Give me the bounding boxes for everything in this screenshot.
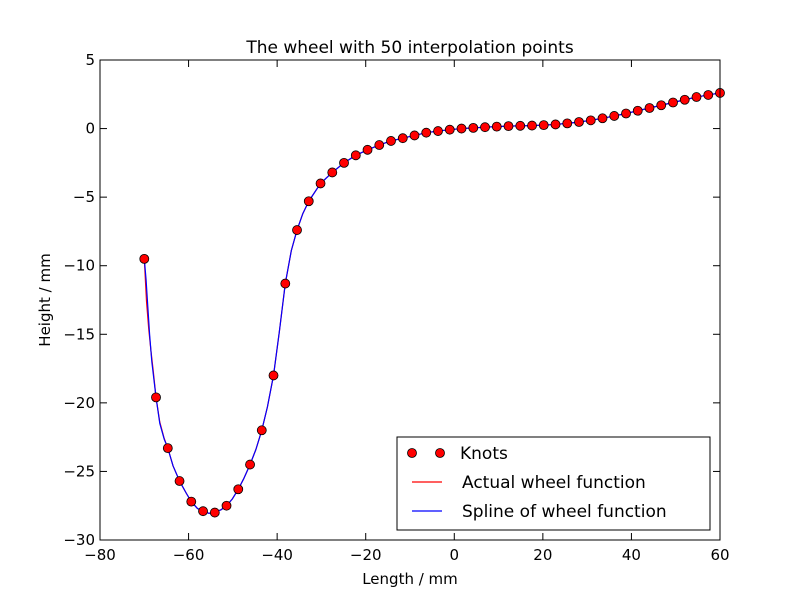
- knot-point: [292, 225, 302, 235]
- x-tick-label: −80: [84, 546, 116, 564]
- y-tick-label: −10: [63, 257, 95, 275]
- y-tick-label: 5: [85, 51, 95, 69]
- knot-point: [209, 507, 220, 518]
- knot-point: [350, 150, 361, 161]
- knot-point: [327, 167, 338, 178]
- legend-label-actual: Actual wheel function: [462, 473, 646, 493]
- knot-point: [186, 496, 197, 507]
- knot-point: [433, 126, 443, 136]
- knot-point: [585, 115, 596, 126]
- knot-point: [679, 94, 690, 105]
- knot-point: [468, 122, 479, 133]
- legend-knots-marker-2: [435, 448, 445, 458]
- legend-knots-marker-1: [407, 448, 417, 458]
- y-tick-label: −25: [63, 462, 95, 480]
- y-tick-label: −20: [63, 394, 95, 412]
- knot-point: [491, 121, 502, 132]
- knot-point: [550, 119, 561, 130]
- y-tick-label: −30: [63, 531, 95, 549]
- x-axis-label: Length / mm: [362, 570, 458, 588]
- knot-point: [245, 459, 255, 470]
- legend-box: [396, 436, 711, 531]
- knot-point: [256, 425, 267, 436]
- x-tick-label: −60: [173, 546, 205, 564]
- knot-point: [621, 108, 631, 119]
- knot-point: [609, 111, 620, 121]
- knot-point: [456, 123, 467, 134]
- knot-point: [703, 90, 714, 100]
- knot-point: [644, 103, 655, 113]
- knot-point: [574, 117, 584, 127]
- knot-point: [198, 506, 208, 517]
- knot-point: [268, 370, 279, 381]
- knot-point: [233, 484, 244, 495]
- knot-point: [503, 121, 514, 132]
- knot-point: [421, 127, 432, 138]
- chart-title: The wheel with 50 interpolation points: [245, 38, 574, 58]
- plot-frame: [99, 59, 721, 541]
- y-tick-label: −15: [63, 325, 95, 343]
- y-tick-label: −5: [73, 188, 95, 206]
- knot-point: [139, 253, 150, 264]
- knot-point: [397, 133, 408, 144]
- axis-tick-labels: −80 −60 −40 −20 0 20 40 60 5 0 −5 −10 −15 −20 −25 −30: [63, 51, 729, 564]
- legend-label-spline: Spline of wheel function: [462, 502, 667, 522]
- knot-point: [315, 178, 326, 189]
- knot-point: [527, 120, 537, 131]
- knot-point: [668, 97, 678, 108]
- knot-point: [174, 476, 185, 486]
- legend-label-knots: Knots: [460, 444, 508, 464]
- knot-point: [632, 105, 643, 116]
- knot-point: [691, 92, 702, 102]
- knot-point: [162, 443, 173, 454]
- knot-point: [280, 278, 291, 289]
- knot-point: [538, 120, 549, 131]
- knot-point: [656, 100, 667, 111]
- y-tick-label: 0: [85, 120, 95, 138]
- knot-point: [374, 140, 385, 150]
- knot-point: [221, 500, 232, 511]
- x-tick-label: 20: [533, 546, 552, 564]
- knot-point: [339, 157, 349, 168]
- knot-point: [515, 120, 526, 131]
- x-tick-label: 0: [450, 546, 460, 564]
- knot-point: [480, 122, 490, 133]
- knot-markers: [139, 88, 725, 518]
- knot-point: [151, 392, 161, 403]
- knot-point: [562, 118, 573, 129]
- knot-point: [409, 130, 420, 141]
- x-tick-label: 60: [710, 546, 729, 564]
- y-axis-label: Height / mm: [36, 253, 54, 346]
- legend: Knots Actual wheel function Spline of wh…: [396, 436, 711, 531]
- knot-point: [303, 196, 314, 207]
- x-tick-label: 40: [622, 546, 641, 564]
- x-tick-label: −40: [261, 546, 293, 564]
- knot-point: [597, 113, 608, 124]
- knot-point: [444, 124, 455, 135]
- knot-point: [362, 144, 373, 155]
- knot-point: [386, 136, 396, 146]
- x-tick-label: −20: [350, 546, 382, 564]
